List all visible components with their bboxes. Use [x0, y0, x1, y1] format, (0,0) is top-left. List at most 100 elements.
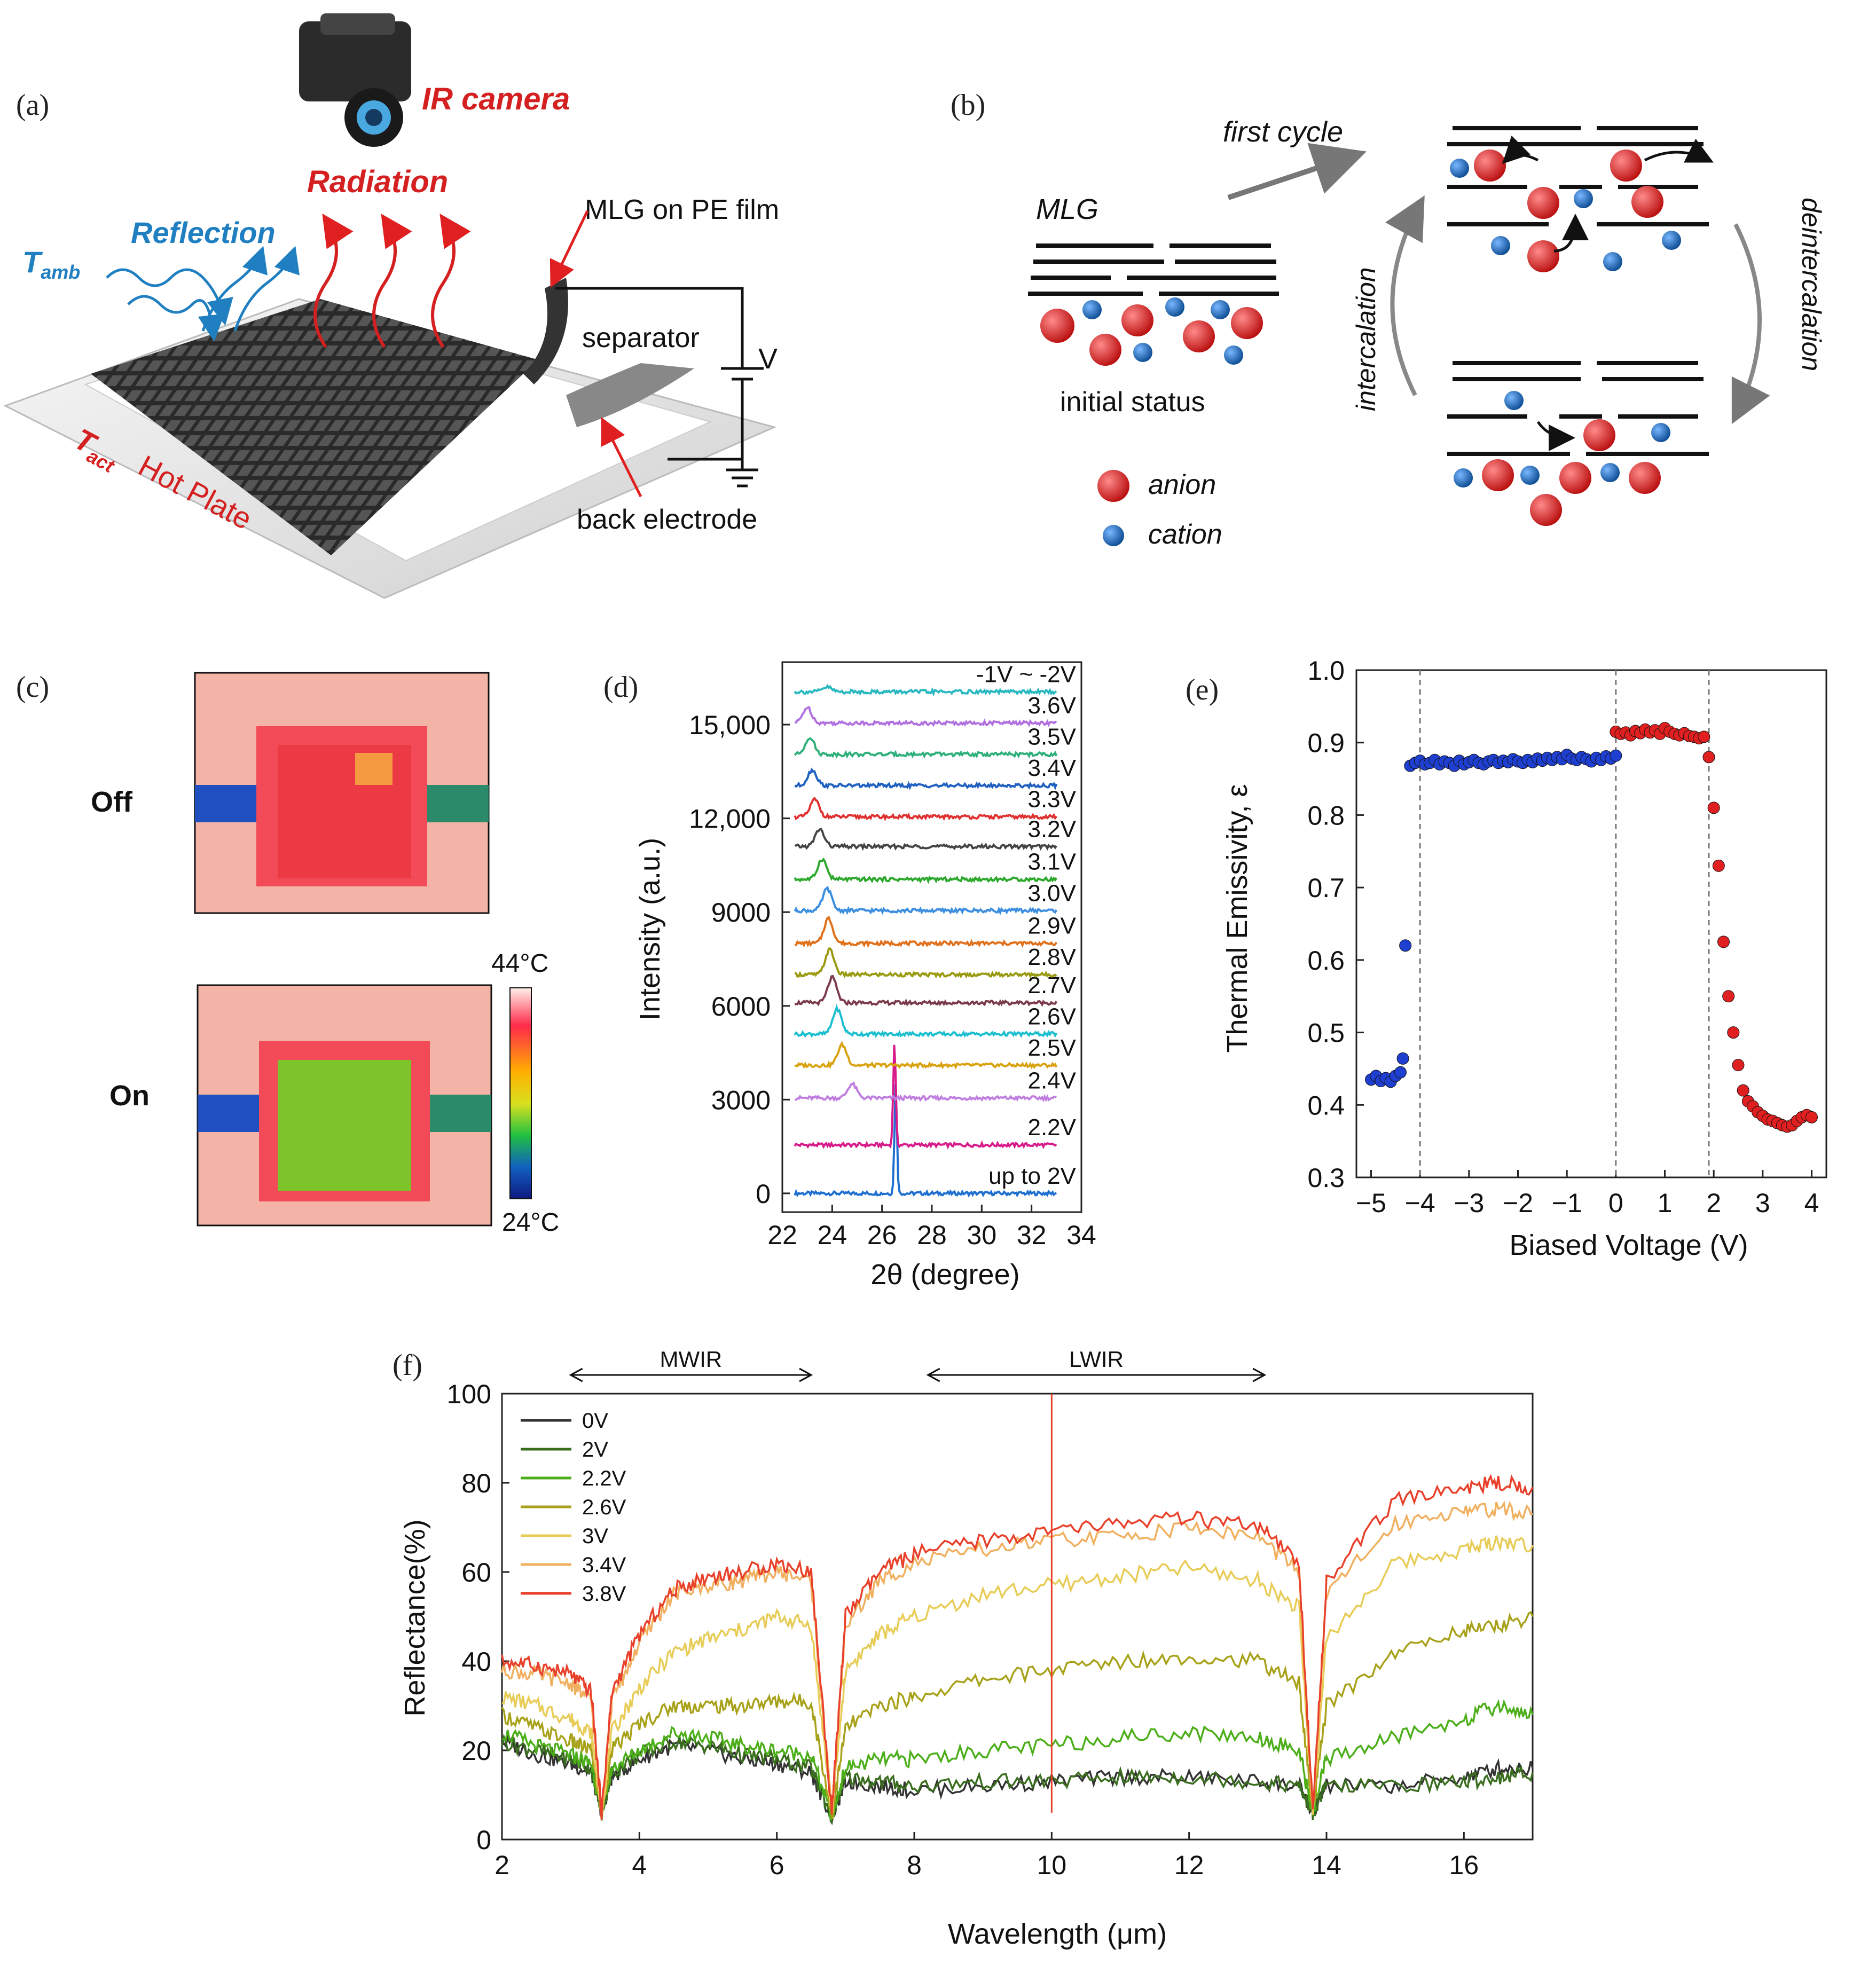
chart-d-series-label: 3.1V	[1027, 849, 1076, 875]
chart-e-ytick-label: 1.0	[1307, 656, 1345, 686]
chart-d-series-label: -1V ~ -2V	[976, 662, 1077, 688]
panel-e-label: (e)	[1186, 673, 1219, 706]
reflection-label: Reflection	[131, 216, 276, 249]
chart-d-xlabel: 2θ (degree)	[870, 1259, 1019, 1291]
temp-max-label: 44°C	[491, 949, 548, 978]
chart-d-xtick-label: 32	[1017, 1220, 1047, 1250]
chart-d-ytick-label: 3000	[711, 1085, 771, 1115]
separator-label: separator	[582, 323, 700, 353]
deintercalation-arrow	[1731, 223, 1770, 425]
chart-d-ytick-label: 12,000	[689, 804, 771, 834]
chart-d-series-label: 3.0V	[1027, 880, 1076, 906]
mlg-state-upper-layers	[1447, 126, 1709, 226]
mlg-grid	[91, 299, 550, 555]
chart-d-series-line	[794, 796, 1057, 822]
chart-d-ylabel: Intensity (a.u.)	[634, 838, 666, 1020]
chart-e-ytick-label: 0.7	[1307, 873, 1345, 903]
mlg-state-lower-layers	[1447, 361, 1709, 456]
chart-f-legend-label: 2.6V	[582, 1496, 626, 1519]
chart-e-point	[1396, 1052, 1409, 1065]
chart-e-point	[1610, 749, 1622, 762]
chart-f-ytick-label: 80	[461, 1468, 491, 1498]
chart-f-legend-label: 2.2V	[582, 1467, 626, 1490]
chart-e-xtick-label: 3	[1755, 1188, 1770, 1218]
chart-f-legend-label: 3.8V	[582, 1582, 626, 1606]
chart-e-frame	[1355, 669, 1827, 1178]
anion-label: anion	[1148, 469, 1216, 500]
chart-d-series-label: 3.6V	[1027, 693, 1076, 719]
chart-e-point	[1702, 751, 1715, 764]
anion-legend-icon	[1097, 470, 1129, 502]
chart-d-xtick-label: 30	[967, 1220, 997, 1250]
chart-d-ytick-label: 0	[756, 1179, 771, 1209]
chart-f-band-label: MWIR	[660, 1347, 723, 1372]
cation-legend-icon	[1103, 525, 1124, 546]
chart-f-xlabel: Wavelength (μm)	[948, 1918, 1167, 1950]
voltage-label: V	[758, 343, 778, 375]
t-amb-symbol: T	[22, 245, 43, 279]
chart-e-ytick-label: 0.4	[1307, 1090, 1345, 1120]
chart-f-xtick-label: 14	[1312, 1850, 1341, 1880]
chart-f-band-arrow	[569, 1367, 583, 1382]
chart-d-series-line	[795, 1081, 1057, 1103]
panel-b-label: (b)	[951, 89, 985, 122]
chart-e-xtick-label: −2	[1503, 1188, 1533, 1218]
temperature-colorbar	[509, 987, 532, 1199]
chart-e-point	[1712, 859, 1725, 872]
panel-c-label: (c)	[16, 671, 49, 704]
chart-f-ylabel: Reflectance(%)	[399, 1519, 431, 1716]
chart-f-xtick-label: 12	[1174, 1850, 1204, 1880]
chart-f-series-line	[501, 1500, 1533, 1815]
chart-e-point	[1394, 1066, 1407, 1079]
chart-f-xtick-label: 4	[632, 1850, 647, 1880]
chart-d-series-line	[794, 1084, 1057, 1198]
chart-e-ytick-label: 0.5	[1307, 1018, 1345, 1048]
chart-e-xtick-label: 0	[1608, 1188, 1623, 1218]
panel-a: (a) IR camera Radiation Reflection Tamb …	[3, 13, 779, 599]
chart-e-xtick-label: −5	[1356, 1188, 1386, 1218]
mlg-curl	[523, 278, 568, 384]
back-electrode-label: back electrode	[577, 504, 757, 535]
chart-f-series-line	[501, 1474, 1534, 1820]
initial-ions	[1040, 297, 1263, 366]
chart-f-legend-label: 0V	[582, 1409, 608, 1433]
chart-e-ytick-label: 0.9	[1307, 728, 1345, 758]
chart-d-series-line	[795, 828, 1057, 851]
chart-f-band-label: LWIR	[1069, 1347, 1124, 1372]
chart-d-series-line	[794, 1041, 1058, 1070]
chart-e-point	[1717, 936, 1730, 948]
chart-e-point	[1732, 1059, 1745, 1072]
chart-d-series-line	[794, 947, 1057, 979]
chart-e-ylabel: Thermal Emissivity, ε	[1221, 784, 1253, 1052]
chart-e-xtick-label: −4	[1405, 1188, 1435, 1218]
thermal-image-off	[194, 672, 490, 914]
mlg-label: MLG	[1036, 193, 1098, 225]
chart-e-xtick-label: 1	[1658, 1188, 1673, 1218]
circuit	[555, 287, 764, 488]
on-label: On	[109, 1080, 150, 1112]
chart-f-xtick-label: 2	[494, 1850, 509, 1880]
chart-f-ytick-label: 40	[461, 1647, 491, 1677]
chart-f-legend-label: 3V	[582, 1524, 608, 1548]
back-electrode-shape	[566, 363, 694, 427]
radiation-label: Radiation	[307, 164, 448, 199]
ir-camera-label: IR camera	[422, 82, 570, 116]
lower-motion-arrow	[1536, 421, 1575, 451]
chart-d-series-line	[794, 767, 1058, 791]
chart-f-xtick-label: 8	[907, 1850, 922, 1880]
chart-f-series-line	[501, 1734, 1534, 1825]
chart-e-xtick-label: 4	[1804, 1188, 1819, 1218]
thermal-image-on	[197, 984, 492, 1227]
chart-f-ytick-label: 100	[447, 1379, 491, 1409]
t-amb-label: Tamb	[22, 245, 80, 283]
chart-d-xtick-label: 22	[767, 1220, 797, 1250]
chart-d-series-label: 3.5V	[1027, 724, 1076, 750]
chart-d-series-line	[794, 737, 1058, 759]
upper-ions	[1450, 150, 1681, 272]
chart-d-series-line	[794, 706, 1057, 727]
intercalation-arrow	[1385, 195, 1425, 396]
initial-status-label: initial status	[1060, 387, 1205, 418]
intercalation-label: intercalation	[1351, 267, 1381, 411]
panel-b: (b) first cycle MLG initial status anion…	[951, 89, 1826, 550]
